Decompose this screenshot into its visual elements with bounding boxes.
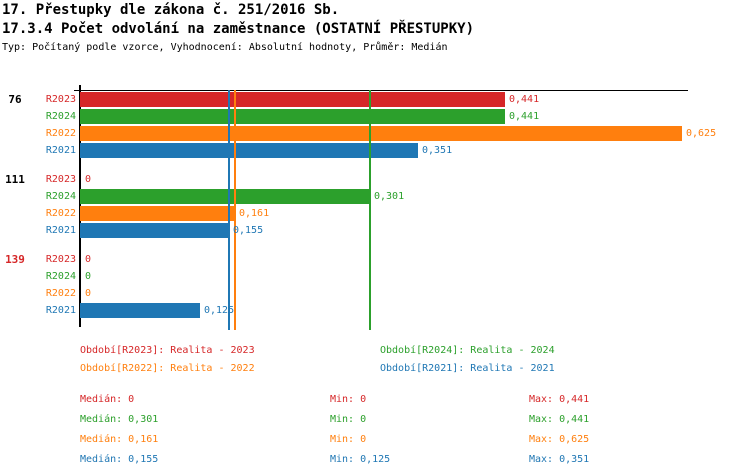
bar-r2021	[80, 303, 200, 318]
group-count-label: 111	[5, 173, 25, 186]
bar-r2024	[80, 189, 370, 204]
report-subtitle: Typ: Počítaný podle vzorce, Vyhodnocení:…	[2, 42, 448, 53]
stats-row-r2021: Medián: 0,155 Min: 0,125 Max: 0,351	[0, 453, 750, 467]
stats-row-r2022: Medián: 0,161 Min: 0 Max: 0,625	[0, 433, 750, 447]
bar-r2021	[80, 143, 418, 158]
stat-min: Min: 0,125	[330, 454, 391, 465]
series-row-label: R2021	[45, 305, 76, 316]
stat-median: Medián: 0,155	[80, 454, 159, 465]
legend-item-r2022: Období[R2022]: Realita - 2022	[80, 363, 255, 374]
legend-item-r2023: Období[R2023]: Realita - 2023	[80, 345, 255, 356]
legend-item-r2021: Období[R2021]: Realita - 2021	[380, 363, 555, 374]
bar-r2022	[80, 206, 235, 221]
bar-value-label: 0,161	[239, 208, 270, 219]
stat-max: Max: 0,625	[529, 434, 590, 445]
bar-value-label: 0	[85, 174, 92, 185]
bar-value-label: 0	[85, 288, 92, 299]
stat-median: Medián: 0,301	[80, 414, 159, 425]
bar-r2022	[80, 126, 682, 141]
series-row-label: R2022	[45, 128, 76, 139]
stat-max: Max: 0,441	[529, 394, 590, 405]
bar-value-label: 0,441	[509, 94, 540, 105]
series-row-label: R2024	[45, 111, 76, 122]
stat-min: Min: 0	[330, 414, 367, 425]
stat-max: Max: 0,441	[529, 414, 590, 425]
series-row-label: R2024	[45, 271, 76, 282]
series-row-label: R2023	[45, 254, 76, 265]
stats-row-r2024: Medián: 0,301 Min: 0 Max: 0,441	[0, 413, 750, 427]
stat-median: Medián: 0,161	[80, 434, 159, 445]
bar-value-label: 0	[85, 271, 92, 282]
legend-item-r2024: Období[R2024]: Realita - 2024	[380, 345, 555, 356]
bar-r2024	[80, 109, 505, 124]
stats-row-r2023: Medián: 0 Min: 0 Max: 0,441	[0, 393, 750, 407]
stat-min: Min: 0	[330, 434, 367, 445]
median-line-r2021	[228, 90, 230, 330]
series-row-label: R2022	[45, 288, 76, 299]
report-title-line1: 17. Přestupky dle zákona č. 251/2016 Sb.	[2, 2, 340, 18]
bar-value-label: 0,441	[509, 111, 540, 122]
bar-value-label: 0,125	[204, 305, 235, 316]
series-row-label: R2024	[45, 191, 76, 202]
bar-value-label: 0,301	[374, 191, 405, 202]
bar-value-label: 0,625	[686, 128, 717, 139]
bar-value-label: 0	[85, 254, 92, 265]
stat-min: Min: 0	[330, 394, 367, 405]
series-row-label: R2023	[45, 174, 76, 185]
stat-max: Max: 0,351	[529, 454, 590, 465]
x-axis-line	[74, 90, 688, 91]
median-line-r2024	[369, 90, 371, 330]
report-title-line2: 17.3.4 Počet odvolání na zaměstnance (OS…	[2, 21, 475, 37]
bar-value-label: 0,155	[233, 225, 264, 236]
series-row-label: R2022	[45, 208, 76, 219]
stat-median: Medián: 0	[80, 394, 135, 405]
series-row-label: R2023	[45, 94, 76, 105]
bar-r2023	[80, 92, 505, 107]
series-row-label: R2021	[45, 225, 76, 236]
group-count-label: 76	[8, 93, 22, 106]
bar-value-label: 0,351	[422, 145, 453, 156]
series-row-label: R2021	[45, 145, 76, 156]
median-line-r2022	[234, 90, 236, 330]
group-count-label: 139	[5, 253, 25, 266]
bar-r2021	[80, 223, 229, 238]
